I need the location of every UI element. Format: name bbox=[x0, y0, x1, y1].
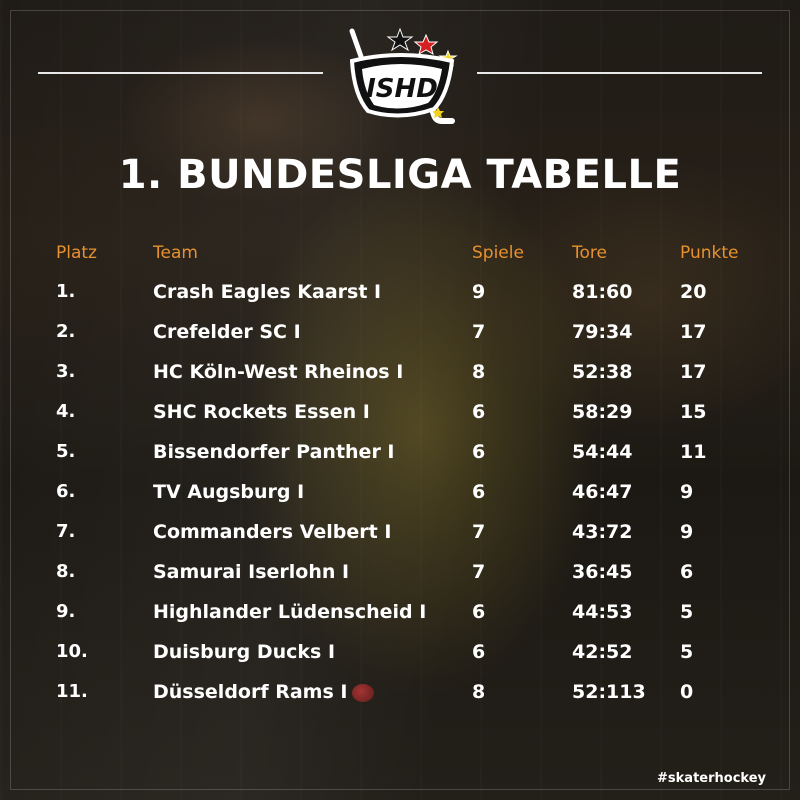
logo-text: ISHD bbox=[366, 74, 438, 104]
table-header: Platz Team Spiele Tore Punkte bbox=[0, 238, 800, 268]
logo-divider-left bbox=[38, 72, 323, 74]
row-platz: 5. bbox=[56, 441, 76, 462]
row-spiele: 7 bbox=[472, 521, 486, 543]
row-platz: 1. bbox=[56, 281, 76, 302]
logo-divider-right bbox=[477, 72, 762, 74]
table-row: 1. Crash Eagles Kaarst I 9 81:60 20 bbox=[0, 277, 800, 307]
table-row: 11. Düsseldorf Rams I 8 52:113 0 bbox=[0, 677, 800, 707]
row-punkte: 9 bbox=[680, 481, 694, 503]
row-punkte: 15 bbox=[680, 401, 707, 423]
row-platz: 2. bbox=[56, 321, 76, 342]
row-spiele: 8 bbox=[472, 361, 486, 383]
row-spiele: 8 bbox=[472, 681, 486, 703]
row-tore: 44:53 bbox=[572, 601, 633, 623]
row-punkte: 0 bbox=[680, 681, 694, 703]
row-team: HC Köln-West Rheinos I bbox=[153, 361, 404, 383]
row-tore: 36:45 bbox=[572, 561, 633, 583]
row-spiele: 9 bbox=[472, 281, 486, 303]
row-spiele: 6 bbox=[472, 601, 486, 623]
row-punkte: 5 bbox=[680, 601, 694, 623]
row-tore: 58:29 bbox=[572, 401, 633, 423]
row-team: Commanders Velbert I bbox=[153, 521, 392, 543]
row-team: Bissendorfer Panther I bbox=[153, 441, 395, 463]
header-punkte: Punkte bbox=[680, 243, 739, 263]
row-spiele: 7 bbox=[472, 561, 486, 583]
row-team: Crash Eagles Kaarst I bbox=[153, 281, 382, 303]
row-tore: 54:44 bbox=[572, 441, 633, 463]
page-title: 1. BUNDESLIGA TABELLE bbox=[118, 152, 682, 198]
row-spiele: 7 bbox=[472, 321, 486, 343]
row-tore: 52:38 bbox=[572, 361, 633, 383]
row-team: TV Augsburg I bbox=[153, 481, 305, 503]
row-platz: 8. bbox=[56, 561, 76, 582]
row-punkte: 20 bbox=[680, 281, 707, 303]
header-tore: Tore bbox=[572, 243, 607, 263]
row-platz: 7. bbox=[56, 521, 76, 542]
table-row: 3. HC Köln-West Rheinos I 8 52:38 17 bbox=[0, 357, 800, 387]
ball-image bbox=[352, 684, 374, 702]
row-team: Highlander Lüdenscheid I bbox=[153, 601, 427, 623]
table-row: 6. TV Augsburg I 6 46:47 9 bbox=[0, 477, 800, 507]
row-punkte: 5 bbox=[680, 641, 694, 663]
row-platz: 10. bbox=[56, 641, 88, 662]
row-team: SHC Rockets Essen I bbox=[153, 401, 370, 423]
row-punkte: 11 bbox=[680, 441, 707, 463]
row-punkte: 6 bbox=[680, 561, 694, 583]
row-spiele: 6 bbox=[472, 641, 486, 663]
row-team: Duisburg Ducks I bbox=[153, 641, 336, 663]
row-spiele: 6 bbox=[472, 481, 486, 503]
row-tore: 46:47 bbox=[572, 481, 633, 503]
row-tore: 81:60 bbox=[572, 281, 633, 303]
row-team: Crefelder SC I bbox=[153, 321, 301, 343]
table-row: 10. Duisburg Ducks I 6 42:52 5 bbox=[0, 637, 800, 667]
table-row: 9. Highlander Lüdenscheid I 6 44:53 5 bbox=[0, 597, 800, 627]
row-platz: 6. bbox=[56, 481, 76, 502]
header-platz: Platz bbox=[56, 243, 97, 263]
row-platz: 4. bbox=[56, 401, 76, 422]
row-punkte: 9 bbox=[680, 521, 694, 543]
table-row: 8. Samurai Iserlohn I 7 36:45 6 bbox=[0, 557, 800, 587]
row-tore: 52:113 bbox=[572, 681, 646, 703]
header-spiele: Spiele bbox=[472, 243, 524, 263]
header-team: Team bbox=[153, 243, 198, 263]
ishd-logo: ISHD bbox=[349, 27, 458, 124]
row-platz: 3. bbox=[56, 361, 76, 382]
table-row: 4. SHC Rockets Essen I 6 58:29 15 bbox=[0, 397, 800, 427]
row-platz: 9. bbox=[56, 601, 76, 622]
table-row: 5. Bissendorfer Panther I 6 54:44 11 bbox=[0, 437, 800, 467]
row-tore: 42:52 bbox=[572, 641, 633, 663]
row-punkte: 17 bbox=[680, 361, 707, 383]
row-punkte: 17 bbox=[680, 321, 707, 343]
row-tore: 43:72 bbox=[572, 521, 633, 543]
row-spiele: 6 bbox=[472, 401, 486, 423]
row-team: Samurai Iserlohn I bbox=[153, 561, 350, 583]
row-tore: 79:34 bbox=[572, 321, 633, 343]
row-spiele: 6 bbox=[472, 441, 486, 463]
row-platz: 11. bbox=[56, 681, 88, 702]
table-row: 2. Crefelder SC I 7 79:34 17 bbox=[0, 317, 800, 347]
hashtag-label: #skaterhockey bbox=[657, 771, 766, 786]
row-team: Düsseldorf Rams I bbox=[153, 681, 348, 703]
table-row: 7. Commanders Velbert I 7 43:72 9 bbox=[0, 517, 800, 547]
